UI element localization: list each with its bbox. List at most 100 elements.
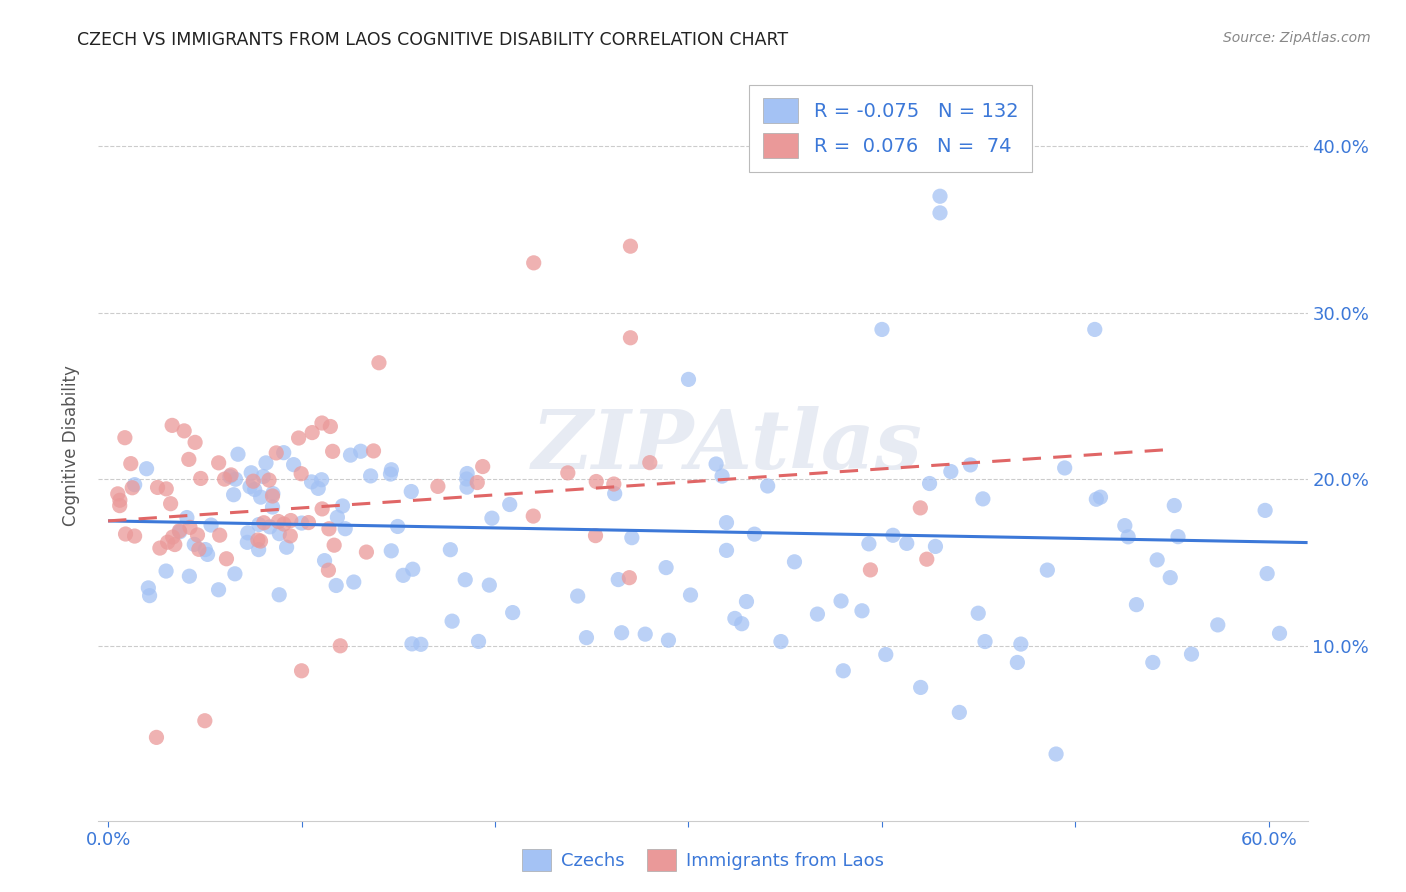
Point (319, 419, 342, 434)
Point (1007, 656, 1029, 670)
Point (224, 566, 246, 581)
Point (1268, 626, 1291, 640)
Point (1125, 598, 1147, 612)
Point (311, 416, 333, 430)
Point (290, 664, 312, 678)
Point (678, 372, 700, 386)
Point (124, 529, 146, 543)
Point (219, 467, 242, 482)
Point (368, 356, 391, 370)
Point (107, 487, 129, 501)
Point (273, 445, 295, 459)
Point (1180, 647, 1202, 661)
Point (1053, 461, 1076, 475)
Point (156, 535, 179, 549)
Point (163, 537, 186, 551)
Point (744, 527, 766, 541)
Point (218, 469, 240, 483)
Point (456, 472, 478, 486)
Point (252, 469, 274, 483)
Point (832, 664, 855, 678)
Point (291, 516, 314, 530)
Point (783, 555, 806, 569)
Point (322, 444, 344, 458)
Point (499, 498, 522, 512)
Point (1159, 571, 1181, 585)
Point (267, 515, 290, 529)
Point (184, 435, 207, 450)
Point (620, 531, 643, 545)
Point (269, 526, 291, 541)
Point (160, 418, 183, 433)
Point (278, 529, 301, 543)
Point (806, 607, 828, 621)
Point (1206, 618, 1229, 632)
Point (114, 431, 136, 445)
Point (176, 510, 198, 524)
Point (409, 637, 432, 651)
Point (557, 466, 579, 480)
Point (273, 516, 295, 531)
Point (264, 446, 287, 460)
Point (467, 634, 489, 648)
Point (314, 553, 336, 567)
Point (401, 637, 423, 651)
Point (1045, 747, 1067, 761)
Point (318, 563, 340, 577)
Y-axis label: Cognitive Disability: Cognitive Disability (62, 366, 80, 526)
Point (239, 480, 262, 494)
Point (301, 475, 323, 489)
Text: ZIPAtlas: ZIPAtlas (531, 406, 922, 486)
Point (756, 479, 779, 493)
Point (121, 481, 143, 495)
Point (162, 530, 184, 544)
Point (173, 424, 195, 438)
Point (240, 466, 263, 480)
Point (283, 458, 305, 472)
Point (1254, 503, 1277, 517)
Point (638, 456, 661, 470)
Point (399, 484, 422, 499)
Point (214, 472, 236, 486)
Point (610, 625, 633, 640)
Point (724, 611, 747, 625)
Point (585, 528, 607, 542)
Point (481, 511, 503, 525)
Point (179, 569, 201, 583)
Point (859, 563, 882, 577)
Point (343, 574, 366, 589)
Point (236, 525, 259, 540)
Legend: Czechs, Immigrants from Laos: Czechs, Immigrants from Laos (515, 842, 891, 879)
Point (114, 527, 136, 541)
Point (858, 537, 880, 551)
Point (655, 560, 678, 574)
Point (1142, 656, 1164, 670)
Point (208, 456, 231, 470)
Point (523, 256, 546, 270)
Point (169, 524, 191, 538)
Point (307, 482, 329, 496)
Point (194, 542, 217, 557)
Point (882, 528, 904, 542)
Point (439, 542, 461, 557)
Point (1167, 530, 1189, 544)
Point (207, 582, 229, 597)
Text: CZECH VS IMMIGRANTS FROM LAOS COGNITIVE DISABILITY CORRELATION CHART: CZECH VS IMMIGRANTS FROM LAOS COGNITIVE … (77, 31, 789, 49)
Point (1085, 492, 1108, 507)
Point (262, 486, 284, 500)
Point (187, 542, 209, 557)
Point (297, 516, 319, 530)
Point (1163, 499, 1185, 513)
Point (108, 493, 131, 508)
Point (318, 522, 340, 536)
Point (290, 467, 312, 481)
Point (183, 537, 205, 551)
Point (262, 489, 284, 503)
Point (146, 480, 169, 494)
Point (257, 473, 280, 487)
Point (972, 491, 994, 506)
Point (197, 548, 219, 562)
Point (225, 472, 247, 486)
Point (380, 467, 402, 481)
Point (465, 475, 488, 490)
